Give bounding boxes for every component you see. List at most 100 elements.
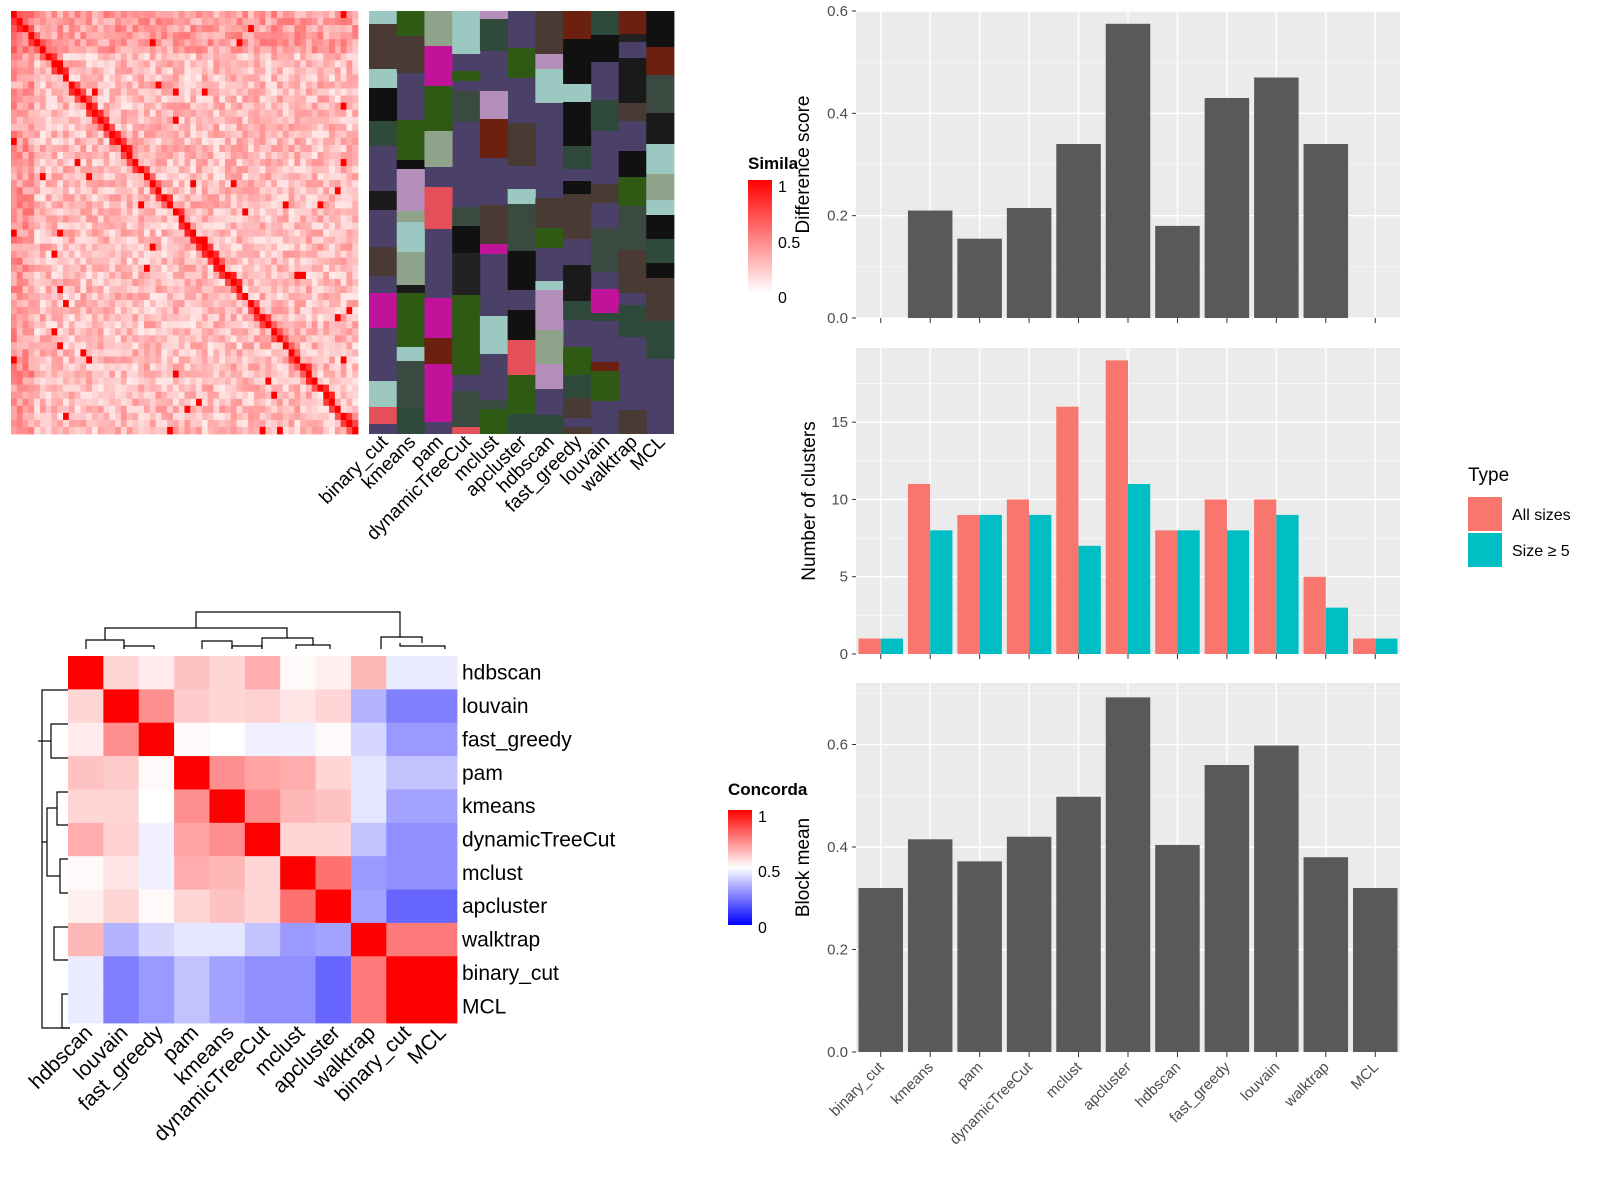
similarity-cell [213, 201, 220, 209]
similarity-cell [340, 116, 347, 125]
similarity-cell [132, 412, 139, 421]
similarity-cell [248, 166, 255, 174]
similarity-cell [311, 25, 318, 33]
similarity-cell [230, 384, 237, 393]
similarity-cell [323, 307, 330, 315]
similarity-cell [80, 257, 87, 266]
similarity-cell [219, 194, 226, 202]
similarity-cell [288, 130, 295, 139]
similarity-cell [242, 314, 249, 322]
similarity-cell [277, 187, 284, 195]
similarity-cell [109, 173, 116, 181]
similarity-cell [323, 426, 330, 435]
similarity-cell [253, 419, 261, 428]
concordance-cell [350, 756, 387, 790]
similarity-cell [11, 384, 18, 393]
similarity-cell [224, 187, 232, 195]
similarity-cell [288, 229, 295, 237]
similarity-cell [230, 137, 237, 146]
similarity-cell [207, 152, 214, 160]
similarity-cell [253, 307, 261, 315]
similarity-cell [242, 25, 249, 33]
concordance-cell [174, 956, 210, 991]
similarity-cell [91, 173, 99, 181]
similarity-cell [305, 384, 313, 393]
similarity-cell [39, 321, 47, 329]
similarity-cell [132, 166, 139, 174]
similarity-cell [317, 285, 324, 294]
similarity-cell [323, 278, 330, 287]
similarity-cell [91, 166, 99, 174]
similarity-cell [39, 328, 47, 336]
similarity-cell [230, 222, 237, 230]
similarity-cell [172, 335, 180, 343]
similarity-cell [311, 257, 318, 266]
similarity-cell [167, 32, 174, 40]
similarity-cell [300, 250, 307, 259]
similarity-cell [242, 159, 249, 167]
class-cell [646, 174, 675, 200]
similarity-cell [236, 405, 243, 414]
similarity-cell [248, 95, 255, 104]
similarity-cell [115, 109, 122, 118]
similarity-cell [178, 74, 185, 82]
concordance-cell [315, 956, 352, 991]
similarity-cell [317, 412, 324, 421]
similarity-cell [346, 187, 353, 195]
y-tick-label: 0 [840, 646, 848, 663]
similarity-cell [126, 187, 133, 195]
similarity-cell [300, 95, 307, 104]
similarity-cell [190, 102, 197, 111]
similarity-cell [28, 243, 35, 252]
similarity-cell [196, 60, 203, 68]
similarity-cell [334, 88, 342, 96]
similarity-cell [190, 405, 197, 414]
similarity-cell [68, 307, 76, 315]
class-cell [452, 274, 481, 295]
similarity-cell [317, 46, 324, 54]
similarity-cell [16, 144, 23, 153]
similarity-cell [109, 426, 116, 435]
concordance-row-label: apcluster [462, 895, 547, 918]
concordance-cell [244, 889, 281, 924]
similarity-cell [288, 419, 295, 428]
similarity-cell [305, 46, 313, 54]
similarity-cell [16, 180, 23, 188]
similarity-cell [242, 391, 249, 400]
similarity-cell [334, 215, 342, 223]
similarity-cell [28, 236, 35, 245]
similarity-cell [144, 81, 151, 89]
similarity-cell [230, 201, 237, 209]
similarity-cell [352, 67, 359, 75]
similarity-cell [109, 229, 116, 237]
similarity-cell [86, 412, 93, 421]
similarity-cell [34, 130, 41, 139]
similarity-cell [305, 53, 313, 61]
similarity-cell [271, 405, 278, 414]
concordance-cell [386, 722, 423, 757]
similarity-cell [340, 300, 347, 308]
similarity-cell [161, 236, 168, 245]
similarity-cell [178, 321, 185, 329]
similarity-cell [51, 342, 58, 350]
similarity-cell [57, 116, 64, 125]
similarity-cell [224, 18, 232, 26]
similarity-cell [178, 307, 185, 315]
similarity-cell [161, 285, 168, 294]
similarity-cell [242, 46, 249, 54]
similarity-cell [305, 398, 313, 407]
similarity-cell [224, 384, 232, 393]
similarity-cell [34, 250, 41, 259]
concordance-cell [350, 689, 387, 724]
similarity-cell [242, 187, 249, 195]
similarity-cell [63, 349, 70, 357]
similarity-cell [109, 377, 116, 386]
similarity-cell [253, 32, 261, 40]
similarity-cell [22, 173, 29, 181]
similarity-cell [178, 278, 185, 287]
similarity-cell [277, 426, 284, 435]
similarity-cell [45, 243, 52, 252]
class-cell [590, 35, 619, 62]
similarity-cell [109, 264, 116, 273]
similarity-cell [201, 25, 209, 33]
